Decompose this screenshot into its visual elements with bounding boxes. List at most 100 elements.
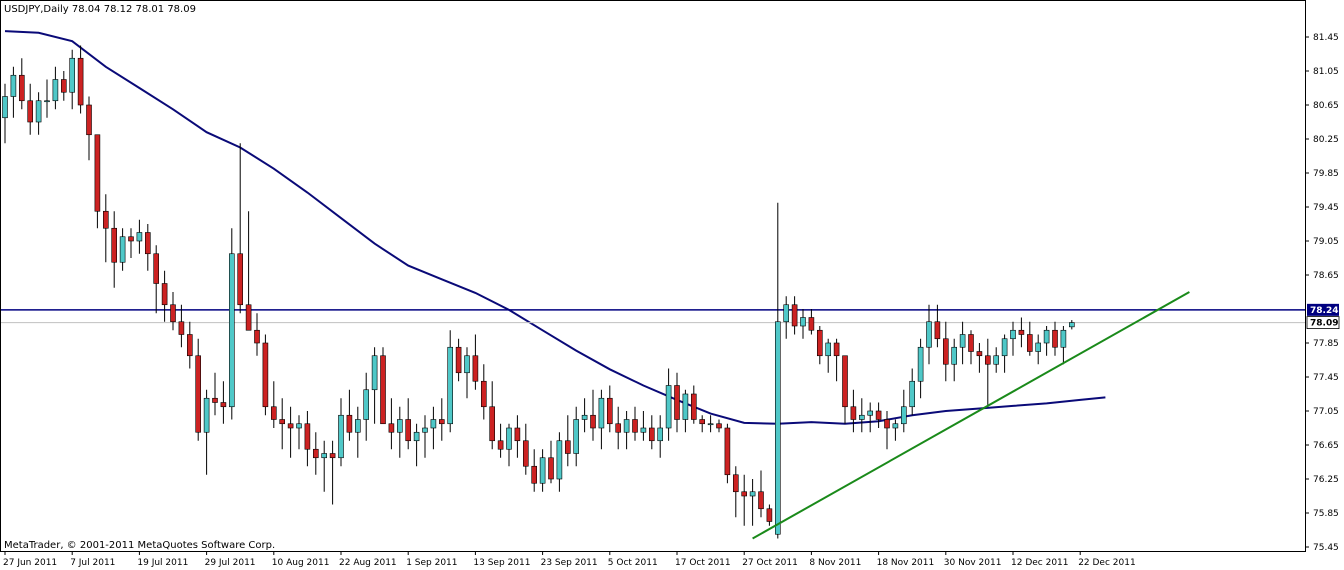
- candle-body: [581, 414, 588, 420]
- candle-body: [850, 406, 857, 420]
- candle-body: [968, 334, 974, 352]
- candle-body: [354, 419, 361, 433]
- candle-body: [296, 423, 302, 429]
- trendline-layer: [752, 291, 1190, 540]
- candle-body: [783, 304, 790, 323]
- candle-body: [1018, 329, 1025, 335]
- candle-body: [77, 57, 84, 106]
- y-tick-label: 76.25: [1313, 475, 1339, 485]
- support-trendline: [752, 291, 1190, 540]
- candle-body: [10, 74, 17, 97]
- candle-body: [1052, 329, 1058, 348]
- candle-body: [774, 321, 781, 535]
- candle-body: [707, 423, 714, 426]
- x-tick-label: 30 Nov 2011: [944, 558, 1002, 568]
- resistance-price-label: 78.24: [1310, 306, 1338, 316]
- candle-body: [522, 440, 529, 467]
- y-tick-label: 77.45: [1313, 373, 1339, 383]
- candle-body: [657, 427, 664, 442]
- candle-body: [858, 414, 865, 420]
- moving-average-line: [4, 30, 1106, 425]
- candles-layer: [2, 45, 1075, 539]
- candle-body: [749, 491, 756, 497]
- candle-body: [27, 100, 34, 123]
- candle-body: [816, 329, 823, 357]
- chart-title: USDJPY,Daily 78.04 78.12 78.01 78.09: [4, 4, 196, 15]
- candle-body: [262, 342, 269, 408]
- x-tick-label: 7 Jul 2011: [70, 558, 115, 568]
- candle-body: [161, 283, 168, 306]
- candle-body: [539, 457, 546, 484]
- y-tick-label: 79.45: [1313, 203, 1339, 213]
- candle-body: [111, 227, 117, 263]
- candle-body: [52, 79, 59, 102]
- candle-body: [388, 423, 395, 433]
- candle-body: [564, 440, 571, 454]
- candle-body: [136, 232, 143, 242]
- candle-body: [35, 100, 42, 123]
- candle-body: [338, 414, 344, 459]
- candle-body: [548, 457, 554, 480]
- x-tick-label: 19 Jul 2011: [137, 558, 188, 568]
- candle-body: [245, 304, 252, 331]
- candle-body: [254, 329, 260, 344]
- candle-body: [472, 355, 479, 382]
- candle-body: [1010, 329, 1016, 340]
- x-tick-label: 12 Dec 2011: [1011, 558, 1069, 568]
- candle-body: [842, 355, 848, 408]
- candle-body: [430, 419, 437, 429]
- candle-body: [598, 397, 605, 429]
- candle-body: [447, 346, 454, 425]
- resistance-price-badge: [1307, 303, 1339, 316]
- candle-body: [60, 79, 67, 93]
- candle-body: [363, 389, 370, 420]
- candle-body: [766, 508, 773, 522]
- candle-body: [86, 104, 92, 136]
- y-tick-label: 77.85: [1313, 339, 1339, 349]
- candle-body: [119, 236, 126, 263]
- x-tick-label: 22 Aug 2011: [339, 558, 397, 568]
- candle-body: [1060, 329, 1067, 348]
- candle-body: [632, 419, 638, 433]
- candle-body: [1001, 338, 1008, 357]
- candle-body: [145, 232, 151, 255]
- candle-body: [187, 334, 193, 357]
- candle-body: [867, 410, 874, 416]
- candle-body: [648, 427, 655, 442]
- y-tick-label: 79.05: [1313, 237, 1339, 247]
- candle-body: [346, 414, 353, 433]
- candle-body: [94, 134, 101, 212]
- horizontal-line-layer: [1, 309, 1305, 324]
- candle-body: [531, 465, 538, 484]
- candle-body: [875, 410, 882, 420]
- candle-body: [178, 321, 185, 335]
- candle-body: [800, 317, 806, 327]
- candle-body: [2, 96, 8, 119]
- candle-body: [489, 406, 496, 442]
- candle-body: [716, 423, 722, 429]
- candle-body: [506, 427, 512, 450]
- y-tick-label: 81.05: [1313, 67, 1339, 77]
- x-tick-label: 18 Nov 2011: [877, 558, 935, 568]
- candle-body: [514, 427, 521, 442]
- candle-body: [615, 423, 622, 433]
- x-axis: 27 Jun 2011 7 Jul 2011 19 Jul 2011 29 Jul 2…: [3, 551, 1136, 568]
- y-tick-label: 77.05: [1313, 407, 1339, 417]
- x-tick-label: 17 Oct 2011: [675, 558, 731, 568]
- current-price-badge: [1306, 316, 1340, 330]
- candle-body: [791, 304, 798, 327]
- candle-body: [18, 74, 25, 102]
- candle-body: [380, 355, 386, 425]
- candle-body: [606, 397, 613, 425]
- candle-body: [724, 427, 731, 476]
- candle-body: [640, 427, 647, 433]
- candle-body: [690, 393, 697, 420]
- y-tick-label: 80.25: [1313, 135, 1339, 145]
- candle-body: [128, 236, 134, 242]
- candle-body: [1069, 322, 1075, 328]
- x-tick-label: 10 Aug 2011: [272, 558, 330, 568]
- candle-body: [438, 419, 445, 425]
- candle-body: [44, 100, 50, 103]
